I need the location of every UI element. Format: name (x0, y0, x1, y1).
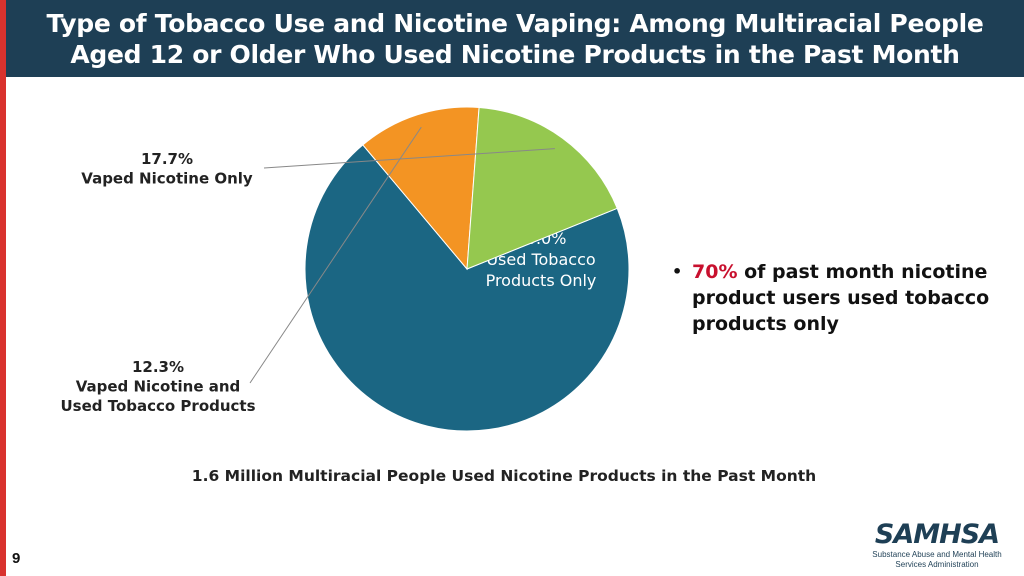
title-line-2: Aged 12 or Older Who Used Nicotine Produ… (70, 39, 960, 69)
logo-sub-line-1: Substance Abuse and Mental Health (872, 550, 1002, 559)
leader-line-2 (263, 148, 555, 169)
bullet-dot-icon: • (672, 262, 683, 281)
pie-slice-1 (362, 106, 480, 271)
pie-slice-0 (304, 144, 630, 432)
chart-footnote: 1.6 Million Multiracial People Used Nico… (191, 467, 817, 485)
leader-line-1 (249, 126, 422, 384)
bullet-highlight: 70% (692, 261, 738, 283)
bullet-body: of past month nicotine product users use… (692, 261, 990, 335)
left-accent-bar (0, 0, 6, 576)
slice-label-2: 17.7% Vaped Nicotine Only (81, 150, 253, 188)
page-number: 9 (12, 550, 21, 567)
logo-word: SAMHSA (874, 519, 1000, 550)
bullet-point: • 70% of past month nicotine product use… (672, 259, 992, 337)
slide-header: Type of Tobacco Use and Nicotine Vaping:… (6, 0, 1024, 77)
slice-label-1: 12.3% Vaped Nicotine and Used Tobacco Prod… (60, 358, 255, 415)
samhsa-logo: SAMHSA Substance Abuse and Mental Health… (872, 520, 1002, 570)
pie-slice-2 (466, 106, 618, 270)
logo-sub-line-2: Services Administration (895, 560, 979, 569)
title-line-1: Type of Tobacco Use and Nicotine Vaping:… (46, 8, 984, 38)
bullet-text: 70% of past month nicotine product users… (692, 259, 992, 337)
